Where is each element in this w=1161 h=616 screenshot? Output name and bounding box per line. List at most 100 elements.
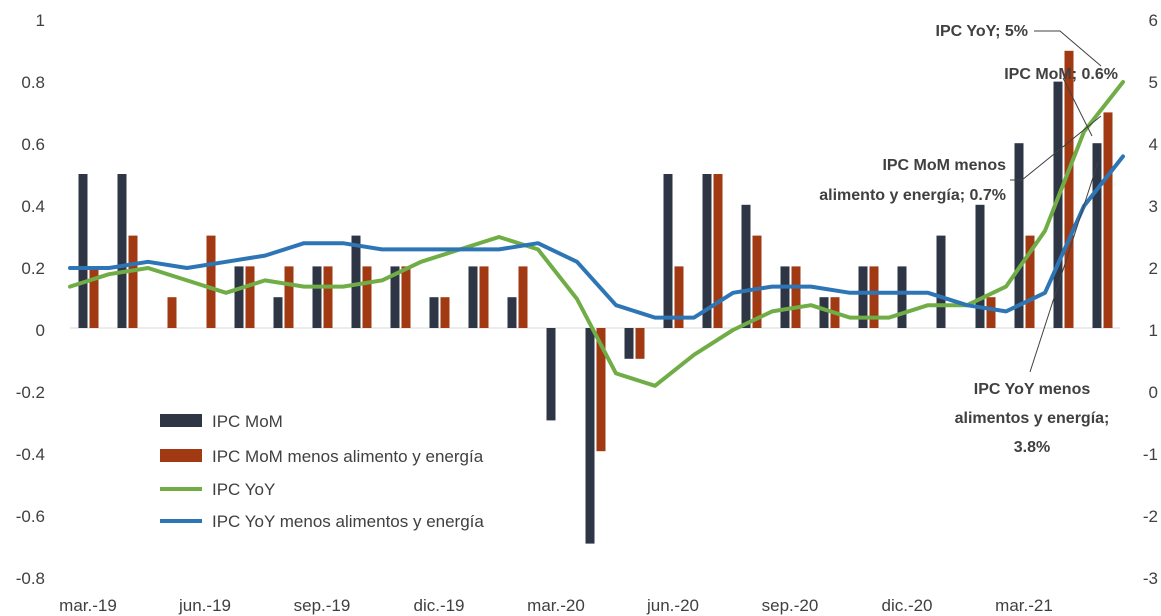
bar-ipc-mom xyxy=(663,174,673,328)
y-left-tick-label: 0.6 xyxy=(21,135,45,154)
bar-ipc-mom-core xyxy=(596,328,606,452)
y-right-tick-label: 5 xyxy=(1149,73,1158,92)
bar-ipc-mom xyxy=(546,328,556,421)
bar-ipc-mom-core xyxy=(479,266,489,328)
annotations: IPC YoY; 5% IPC MoM; 0.6% IPC MoM menos … xyxy=(819,23,1118,456)
legend-label-ipc-yoy: IPC YoY xyxy=(212,480,275,499)
bar-ipc-mom-core xyxy=(752,235,762,328)
bar-ipc-mom xyxy=(624,328,634,359)
annotation-ipc-mom-core-line1: IPC MoM menos xyxy=(882,157,1006,174)
bar-ipc-mom-core xyxy=(206,235,216,328)
annotation-ipc-yoy: IPC YoY; 5% xyxy=(936,23,1028,40)
bar-ipc-mom xyxy=(741,204,751,328)
annotation-leader-ipc-yoy-core xyxy=(1029,161,1099,373)
bar-ipc-mom xyxy=(936,235,946,328)
y-left-tick-label: 0 xyxy=(36,321,45,340)
annotation-ipc-yoy-core-line3: 3.8% xyxy=(1014,439,1050,456)
y-right-tick-label: 4 xyxy=(1149,135,1158,154)
annotation-leader-ipc-mom xyxy=(1062,77,1093,137)
bar-ipc-mom xyxy=(1092,143,1102,328)
bar-ipc-mom-core xyxy=(89,266,99,328)
y-right-tick-label: -1 xyxy=(1143,445,1158,464)
legend-label-ipc-mom-core: IPC MoM menos alimento y energía xyxy=(212,447,484,466)
y-left-tick-label: -0.4 xyxy=(16,445,45,464)
y-right-tick-label: -2 xyxy=(1143,507,1158,526)
bar-ipc-mom xyxy=(273,297,283,328)
bar-ipc-mom-core xyxy=(1025,235,1035,328)
bar-ipc-mom-core xyxy=(869,266,879,328)
x-tick-label: sep.-20 xyxy=(762,596,819,615)
x-tick-label: jun.-20 xyxy=(646,596,699,615)
annotation-ipc-yoy-core-line2: alimentos y energía; xyxy=(955,410,1110,427)
y-right-tick-label: 3 xyxy=(1149,197,1158,216)
y-left-tick-label: 0.2 xyxy=(21,259,45,278)
y-left-tick-label: 1 xyxy=(36,11,45,30)
bar-ipc-mom xyxy=(390,266,400,328)
y-right-tick-label: -3 xyxy=(1143,569,1158,588)
bar-ipc-mom-core xyxy=(518,266,528,328)
legend: IPC MoM IPC MoM menos alimento y energía… xyxy=(160,412,484,531)
legend-swatch-ipc-mom-core xyxy=(160,449,202,462)
bar-ipc-mom xyxy=(897,266,907,328)
bar-ipc-mom-core xyxy=(1103,112,1113,329)
lines-layer xyxy=(68,80,1125,388)
bar-ipc-mom-core xyxy=(791,266,801,328)
bar-ipc-mom xyxy=(468,266,478,328)
bar-ipc-mom xyxy=(819,297,829,328)
x-tick-label: mar.-19 xyxy=(59,596,117,615)
y-right-tick-label: 6 xyxy=(1149,11,1158,30)
line-ipc-yoy xyxy=(68,80,1125,388)
annotation-ipc-yoy-core-line1: IPC YoY menos xyxy=(974,381,1091,398)
bar-ipc-mom-core xyxy=(635,328,645,359)
bar-ipc-mom-core xyxy=(674,266,684,328)
bar-ipc-mom-core xyxy=(401,266,411,328)
bar-ipc-mom-core xyxy=(440,297,450,328)
legend-label-ipc-yoy-core: IPC YoY menos alimentos y energía xyxy=(212,512,484,531)
bar-ipc-mom xyxy=(975,204,985,328)
legend-swatch-ipc-mom xyxy=(160,414,202,427)
y-right-tick-label: 1 xyxy=(1149,321,1158,340)
y-left-tick-label: -0.2 xyxy=(16,383,45,402)
bar-ipc-mom xyxy=(702,174,712,328)
bar-ipc-mom-core xyxy=(323,266,333,328)
bar-ipc-mom xyxy=(351,235,361,328)
y-left-tick-label: 0.8 xyxy=(21,73,45,92)
bar-ipc-mom-core xyxy=(284,266,294,328)
y-left-tick-label: 0.4 xyxy=(21,197,45,216)
y-left-tick-label: -0.8 xyxy=(16,569,45,588)
bar-ipc-mom xyxy=(312,266,322,328)
x-tick-label: dic.-20 xyxy=(881,596,932,615)
bar-ipc-mom xyxy=(429,297,439,328)
annotation-leader-ipc-yoy xyxy=(1034,30,1102,67)
bar-ipc-mom xyxy=(234,266,244,328)
bar-ipc-mom xyxy=(585,328,595,544)
annotation-leader-ipc-mom-core xyxy=(1010,115,1102,181)
x-tick-label: mar.-21 xyxy=(995,596,1053,615)
y-right-tick-label: 2 xyxy=(1149,259,1158,278)
x-tick-label: jun.-19 xyxy=(178,596,231,615)
x-tick-label: sep.-19 xyxy=(294,596,351,615)
annotation-ipc-mom-core-line2: alimento y energía; 0.7% xyxy=(819,187,1006,204)
bar-ipc-mom-core xyxy=(128,235,138,328)
bar-ipc-mom-core xyxy=(1064,50,1074,329)
x-tick-label: dic.-19 xyxy=(413,596,464,615)
bar-ipc-mom xyxy=(1014,143,1024,328)
bar-ipc-mom-core xyxy=(713,174,723,328)
annotation-ipc-mom: IPC MoM; 0.6% xyxy=(1004,66,1118,83)
tick-labels: 1 0.8 0.6 0.4 0.2 0 -0.2 -0.4 -0.6 -0.8 6 5 4 3 2 1 0 -1 -… xyxy=(16,11,1158,615)
y-left-tick-label: -0.6 xyxy=(16,507,45,526)
bar-ipc-mom xyxy=(78,174,88,328)
bar-ipc-mom xyxy=(507,297,517,328)
bar-ipc-mom xyxy=(858,266,868,328)
bar-ipc-mom-core xyxy=(362,266,372,328)
bar-ipc-mom xyxy=(780,266,790,328)
bars-layer xyxy=(78,50,1113,544)
bar-ipc-mom-core xyxy=(986,297,996,328)
x-tick-label: mar.-20 xyxy=(527,596,585,615)
line-ipc-yoy-core xyxy=(68,154,1125,320)
bar-ipc-mom-core xyxy=(245,266,255,328)
bar-ipc-mom-core xyxy=(167,297,177,328)
bar-ipc-mom xyxy=(117,174,127,328)
legend-label-ipc-mom: IPC MoM xyxy=(212,412,283,431)
